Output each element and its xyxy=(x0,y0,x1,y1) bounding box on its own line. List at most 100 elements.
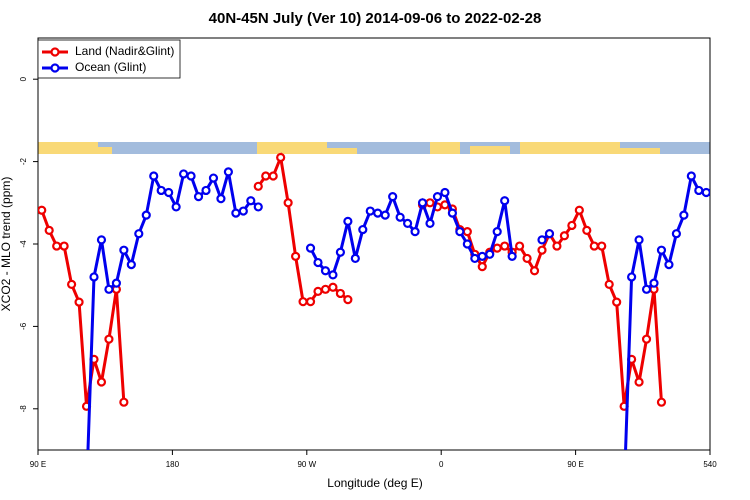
legend-label: Ocean (Glint) xyxy=(75,60,146,74)
legend-label: Land (Nadir&Glint) xyxy=(75,44,174,58)
data-point xyxy=(589,241,599,251)
y-tick-label: -4 xyxy=(19,240,28,248)
data-point xyxy=(425,218,435,228)
data-point xyxy=(574,205,584,215)
data-point xyxy=(634,377,644,387)
legend: Land (Nadir&Glint) Ocean (Glint) xyxy=(37,39,181,79)
data-point xyxy=(156,185,166,196)
data-point xyxy=(261,171,271,181)
data-point xyxy=(320,284,331,294)
data-point xyxy=(679,210,689,220)
data-point xyxy=(552,241,562,251)
data-point xyxy=(537,235,547,245)
data-point xyxy=(358,224,368,235)
data-point xyxy=(500,196,510,206)
data-point xyxy=(320,266,331,276)
data-point xyxy=(612,297,622,307)
data-point xyxy=(686,171,696,181)
data-point xyxy=(298,297,308,307)
plot-area xyxy=(38,151,710,495)
data-point xyxy=(559,231,570,241)
data-point xyxy=(231,208,241,218)
data-point xyxy=(238,206,248,216)
data-point xyxy=(621,488,628,495)
data-point xyxy=(268,171,278,181)
x-tick-label: 540 xyxy=(703,460,717,469)
data-point xyxy=(111,278,122,288)
data-point xyxy=(59,241,69,251)
data-point xyxy=(664,260,674,270)
data-point xyxy=(149,171,159,181)
data-point xyxy=(96,235,107,245)
data-point xyxy=(656,245,667,255)
data-point xyxy=(529,266,540,276)
data-point xyxy=(455,227,465,237)
data-point xyxy=(208,173,219,183)
data-point xyxy=(96,377,107,387)
data-point xyxy=(328,270,338,280)
series-line xyxy=(86,171,707,450)
y-tick-label: -8 xyxy=(19,405,28,413)
data-point xyxy=(193,192,204,202)
data-point xyxy=(201,185,211,196)
data-point xyxy=(126,260,136,270)
data-point xyxy=(216,194,226,204)
data-point xyxy=(223,167,233,177)
data-point xyxy=(134,229,144,239)
data-point xyxy=(313,286,323,296)
legend-marker xyxy=(50,47,60,57)
y-tick-label: -6 xyxy=(19,322,28,330)
data-point xyxy=(477,251,487,261)
data-point xyxy=(626,272,637,282)
data-point xyxy=(671,229,682,239)
data-point xyxy=(388,192,398,202)
data-point xyxy=(119,397,129,407)
legend-box xyxy=(37,39,181,79)
data-point xyxy=(544,229,555,239)
x-axis-label: Longitude (deg E) xyxy=(327,476,422,490)
data-point xyxy=(462,227,472,237)
land-ocean-strip xyxy=(38,142,710,154)
data-point xyxy=(335,288,345,299)
data-point xyxy=(38,205,47,215)
data-point xyxy=(641,284,652,294)
data-point xyxy=(253,181,263,191)
data-point xyxy=(582,225,592,236)
data-point xyxy=(470,253,480,264)
x-tick-label: 180 xyxy=(166,460,180,469)
data-point xyxy=(597,241,607,251)
data-point xyxy=(365,206,375,216)
data-point xyxy=(350,253,360,264)
data-point xyxy=(343,216,353,226)
data-point xyxy=(52,241,62,251)
data-point xyxy=(462,239,472,249)
data-point xyxy=(567,220,577,231)
data-point xyxy=(328,282,338,292)
x-tick-label: 90 W xyxy=(297,460,316,469)
data-point xyxy=(507,251,517,261)
data-point xyxy=(410,227,420,237)
data-point xyxy=(417,198,428,208)
data-point xyxy=(492,227,502,237)
data-point xyxy=(335,247,345,257)
data-point xyxy=(380,210,390,220)
data-point xyxy=(500,241,510,251)
plot-frame xyxy=(37,37,711,451)
data-point xyxy=(119,245,129,255)
x-tick-label: 90 E xyxy=(30,460,46,469)
data-point xyxy=(104,284,114,294)
data-point xyxy=(641,334,652,344)
data-point xyxy=(343,295,353,305)
data-point xyxy=(179,169,189,179)
data-point xyxy=(656,397,667,407)
data-point xyxy=(634,235,644,245)
data-point xyxy=(522,253,532,264)
data-point xyxy=(373,208,383,218)
data-point xyxy=(305,243,316,253)
data-point xyxy=(246,196,256,206)
data-point xyxy=(537,245,547,255)
data-point xyxy=(514,241,525,251)
y-tick-label: 0 xyxy=(19,76,28,81)
x-tick-label: 0 xyxy=(439,460,444,469)
